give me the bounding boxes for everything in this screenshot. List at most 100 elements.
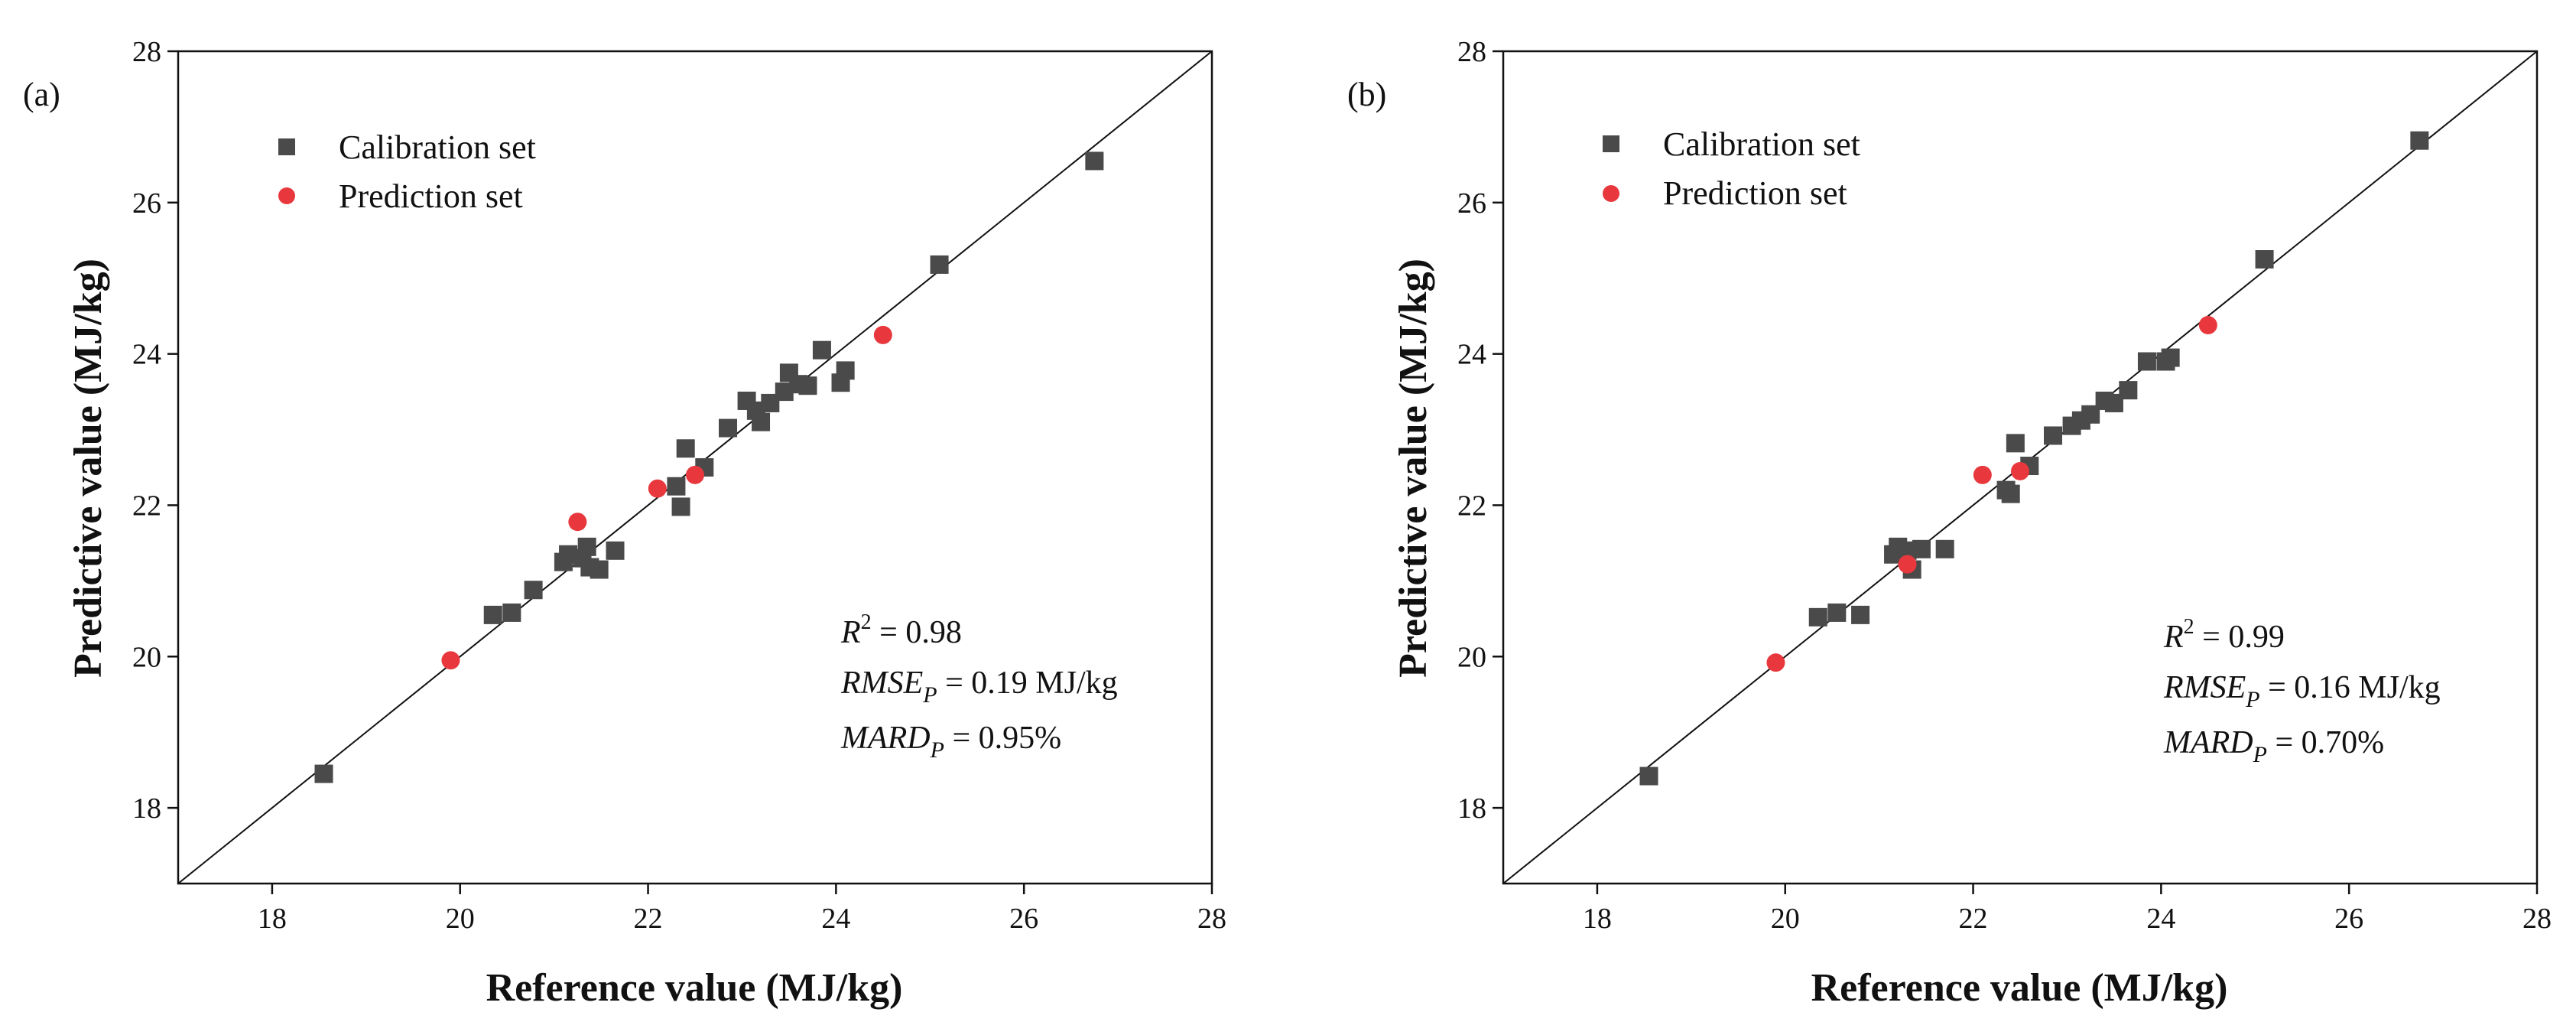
calibration-point bbox=[812, 340, 831, 360]
stat-rmse-symbol: RMSE bbox=[2163, 670, 2246, 705]
prediction-point bbox=[1973, 465, 1992, 484]
calibration-point bbox=[1639, 766, 1658, 786]
prediction-point bbox=[2198, 316, 2217, 335]
calibration-point bbox=[2410, 131, 2429, 150]
y-axis-title: Predictive value (MJ/kg) bbox=[1392, 259, 1435, 678]
stat-r2-symbol: R bbox=[2163, 620, 2184, 655]
prediction-point bbox=[1898, 555, 1917, 574]
y-tick-label: 22 bbox=[132, 490, 161, 522]
calibration-point bbox=[1912, 539, 1931, 558]
x-axis-title: Reference value (MJ/kg) bbox=[1811, 966, 2228, 1010]
calibration-point bbox=[671, 497, 690, 516]
y-tick-label: 24 bbox=[1457, 339, 1486, 371]
legend-prediction-marker bbox=[278, 187, 295, 204]
legend-calibration-label: Calibration set bbox=[1663, 125, 1860, 163]
legend: Calibration set Prediction set bbox=[278, 129, 536, 215]
stat-rmse-symbol: RMSE bbox=[840, 666, 923, 701]
stat-mard: MARDP = 0.70% bbox=[2163, 725, 2384, 767]
prediction-point bbox=[441, 651, 460, 670]
calibration-point bbox=[1808, 607, 1827, 627]
y-tick-label: 18 bbox=[132, 793, 161, 825]
calibration-point bbox=[2001, 484, 2020, 503]
legend-prediction-label: Prediction set bbox=[339, 177, 523, 215]
calibration-point bbox=[752, 412, 771, 431]
calibration-point bbox=[719, 418, 738, 438]
calibration-point bbox=[667, 477, 686, 496]
stat-rmse-sub: P bbox=[922, 682, 937, 708]
x-tick-label: 24 bbox=[2146, 903, 2175, 935]
y-tick-label: 20 bbox=[1457, 641, 1486, 673]
x-tick-label: 24 bbox=[821, 903, 850, 935]
stat-mard-sub: P bbox=[930, 737, 944, 763]
calibration-point bbox=[798, 376, 817, 395]
y-tick-label: 26 bbox=[1457, 187, 1486, 220]
plot-frame bbox=[177, 50, 1213, 885]
panel-b: (b) 18 20 22 24 26 28 18 20 22 24 26 28 Calibration… bbox=[1347, 36, 2552, 1010]
x-tick-label: 20 bbox=[1771, 903, 1800, 935]
y-tick-label: 24 bbox=[132, 339, 161, 371]
stat-mard-sub: P bbox=[2253, 742, 2267, 767]
calibration-point bbox=[2161, 348, 2180, 367]
legend-prediction-label: Prediction set bbox=[1663, 174, 1847, 212]
x-tick-label: 22 bbox=[1959, 903, 1988, 935]
legend-calibration-marker bbox=[1603, 135, 1619, 152]
stat-r2-value: = 0.98 bbox=[872, 615, 962, 650]
stats-block: R2 = 0.99 RMSEP = 0.16 MJ/kg MARDP = 0.7… bbox=[2163, 615, 2441, 767]
prediction-point bbox=[2011, 461, 2029, 480]
x-tick-label: 20 bbox=[446, 903, 475, 935]
prediction-point bbox=[568, 513, 587, 532]
panel-a: (a) 18 20 22 24 26 28 18 20 22 24 26 28 Calibration… bbox=[23, 36, 1226, 1010]
y-tick-label: 28 bbox=[132, 36, 161, 68]
stat-r2-sup: 2 bbox=[2184, 615, 2194, 639]
stat-rmse: RMSEP = 0.19 MJ/kg bbox=[840, 666, 1118, 708]
calibration-point bbox=[483, 605, 502, 624]
stat-mard: MARDP = 0.95% bbox=[840, 721, 1061, 763]
calibration-point bbox=[606, 541, 625, 560]
calibration-point bbox=[676, 439, 695, 458]
calibration-point bbox=[2006, 434, 2025, 453]
stat-r2-symbol: R bbox=[840, 615, 861, 650]
stat-rmse-value: = 0.19 MJ/kg bbox=[937, 666, 1118, 701]
y-tick-label: 18 bbox=[1457, 793, 1486, 825]
stat-r2: R2 = 0.99 bbox=[2163, 615, 2285, 655]
legend-calibration-marker bbox=[278, 138, 295, 155]
y-tick-label: 22 bbox=[1457, 490, 1486, 522]
calibration-point bbox=[524, 581, 543, 600]
legend-prediction-marker bbox=[1603, 185, 1619, 202]
x-tick-label: 18 bbox=[258, 903, 287, 935]
calibration-point bbox=[1827, 603, 1847, 622]
calibration-point bbox=[577, 537, 596, 556]
calibration-point bbox=[2255, 250, 2274, 269]
stat-r2-value: = 0.99 bbox=[2194, 620, 2285, 655]
calibration-point bbox=[2119, 381, 2138, 400]
calibration-point bbox=[836, 361, 855, 380]
y-tick-label: 26 bbox=[132, 187, 161, 220]
x-tick-label: 22 bbox=[634, 903, 663, 935]
calibration-point bbox=[1935, 539, 1954, 558]
prediction-point bbox=[1766, 653, 1785, 672]
stat-rmse-sub: P bbox=[2245, 687, 2259, 712]
stat-mard-value: = 0.70% bbox=[2267, 725, 2384, 760]
calibration-point bbox=[2137, 352, 2156, 371]
calibration-point bbox=[930, 255, 949, 274]
calibration-point bbox=[590, 560, 609, 579]
stat-r2: R2 = 0.98 bbox=[840, 610, 962, 650]
calibration-point bbox=[1085, 151, 1104, 171]
legend: Calibration set Prediction set bbox=[1603, 125, 1860, 212]
calibration-point bbox=[1851, 605, 1870, 624]
prediction-point bbox=[873, 325, 892, 344]
stat-r2-sup: 2 bbox=[861, 610, 872, 634]
stat-rmse: RMSEP = 0.16 MJ/kg bbox=[2163, 670, 2441, 712]
stat-mard-symbol: MARD bbox=[2163, 725, 2253, 760]
y-axis-title: Predictive value (MJ/kg) bbox=[67, 259, 110, 678]
y-tick-label: 28 bbox=[1457, 36, 1486, 68]
stat-mard-symbol: MARD bbox=[840, 721, 931, 756]
panel-label: (b) bbox=[1347, 76, 1386, 113]
legend-calibration-label: Calibration set bbox=[339, 129, 536, 166]
x-tick-label: 26 bbox=[1009, 903, 1038, 935]
x-tick-label: 18 bbox=[1583, 903, 1612, 935]
stat-rmse-value: = 0.16 MJ/kg bbox=[2260, 670, 2441, 705]
y-tick-label: 20 bbox=[132, 641, 161, 673]
stats-block: R2 = 0.98 RMSEP = 0.19 MJ/kg MARDP = 0.9… bbox=[840, 610, 1118, 763]
